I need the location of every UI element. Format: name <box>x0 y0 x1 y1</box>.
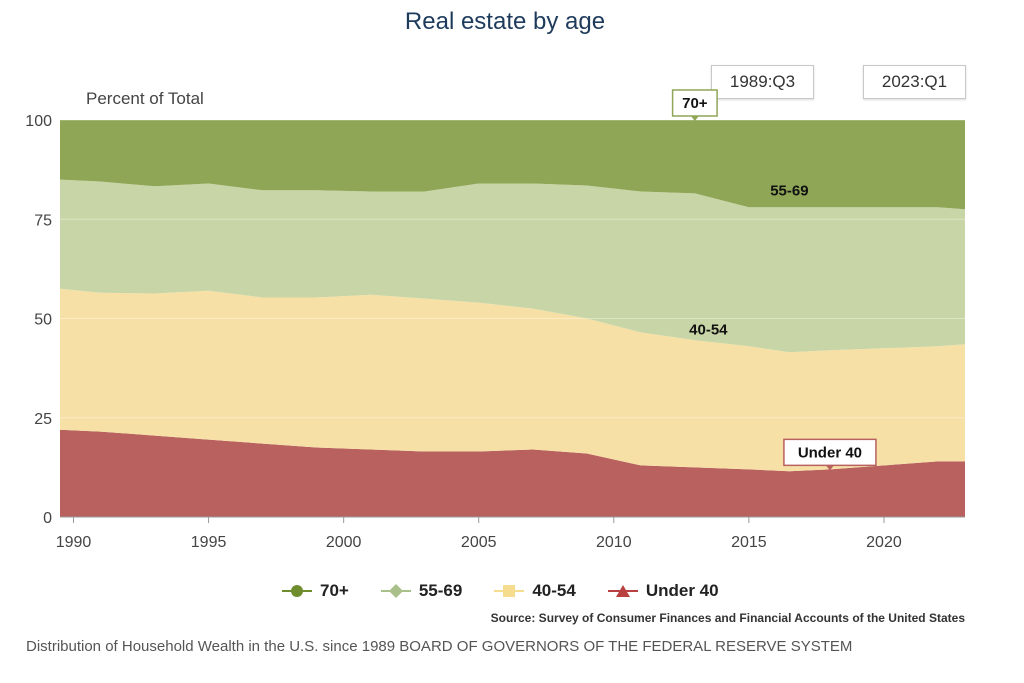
x-tick-label: 2005 <box>461 534 497 551</box>
legend-item-under-40[interactable]: Under 40 <box>607 581 719 601</box>
area-55-69 <box>60 179 965 353</box>
x-tick-label: 2015 <box>731 534 767 551</box>
annotation-label: 70+ <box>682 95 708 112</box>
chart-title: Real estate by age <box>404 8 606 35</box>
y-tick-label: 75 <box>34 212 52 229</box>
y-axis-label: Percent of Total <box>86 89 204 108</box>
x-tick-label: 2020 <box>866 534 902 551</box>
x-tick-label: 1990 <box>56 534 92 551</box>
legend-label: 70+ <box>320 581 349 600</box>
x-tick-label: 2000 <box>326 534 362 551</box>
area-40-54 <box>60 288 965 472</box>
legend-label: 55-69 <box>418 581 463 600</box>
legend-label: 40-54 <box>532 581 576 600</box>
axes: 1990 1995 2000 2005 2010 2015 2020 <box>56 516 965 551</box>
x-tick-label: 2010 <box>596 534 632 551</box>
series-areas <box>60 120 965 517</box>
y-tick-label: 50 <box>34 312 52 329</box>
annotation-label: 40-54 <box>689 321 728 338</box>
annotation-label: Under 40 <box>798 444 862 461</box>
y-tick-label: 0 <box>43 510 52 527</box>
x-tick-label: 1995 <box>191 534 227 551</box>
annotation-70-: 70+ <box>671 89 718 121</box>
annotation-55-69: 55-69 <box>770 182 808 199</box>
area-70- <box>60 120 965 210</box>
legend-item-70-[interactable]: 70+ <box>282 581 349 601</box>
range-end-input[interactable]: 2023:Q1 <box>863 65 966 99</box>
legend-item-40-54[interactable]: 40-54 <box>494 581 576 601</box>
y-tick-label: 25 <box>34 411 52 428</box>
diamond-marker-icon <box>380 584 411 598</box>
legend-label: Under 40 <box>645 581 719 600</box>
y-tick-label: 100 <box>25 113 52 130</box>
annotation-40-54: 40-54 <box>689 321 728 338</box>
annotation-label: 55-69 <box>770 182 808 199</box>
source-note: Source: Survey of Consumer Finances and … <box>490 611 965 625</box>
square-marker-icon <box>494 585 525 597</box>
circle-marker-icon <box>282 585 312 597</box>
area-under-40 <box>60 429 965 517</box>
range-start-input[interactable]: 1989:Q3 <box>711 65 814 99</box>
legend: 70+ 55-69 40-54 Under 40 <box>282 578 719 604</box>
annotation-under-40: Under 40 <box>783 438 877 471</box>
annotations: 70+ 55-69 40-54 Under 40 <box>671 89 877 471</box>
legend-item-55-69[interactable]: 55-69 <box>380 581 463 601</box>
caption: Distribution of Household Wealth in the … <box>26 638 853 655</box>
triangle-marker-icon <box>607 585 638 597</box>
